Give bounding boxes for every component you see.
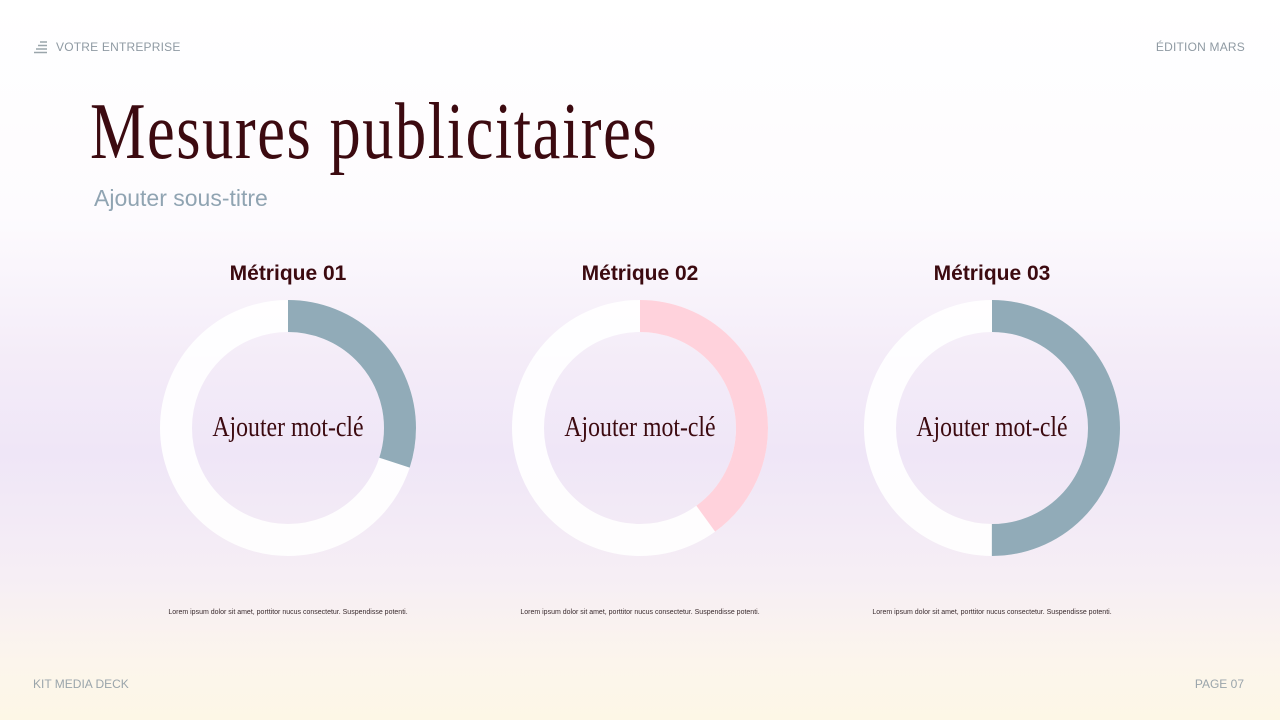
donut-value-arc bbox=[864, 300, 1120, 556]
metric-card: Métrique 02 Ajouter mot-clé bbox=[510, 262, 770, 556]
center-keyword: Ajouter mot-clé bbox=[212, 410, 364, 443]
metric-title: Métrique 01 bbox=[229, 262, 347, 285]
page-number: PAGE 07 bbox=[1194, 677, 1244, 691]
donut-chart: Ajouter mot-clé bbox=[512, 300, 768, 556]
center-keyword: Ajouter mot-clé bbox=[564, 410, 716, 443]
edition-label: ÉDITION MARS bbox=[1155, 40, 1245, 54]
page-subtitle: Ajouter sous-titre bbox=[94, 185, 268, 211]
metric-card: Métrique 01 Ajouter mot-clé bbox=[158, 262, 418, 556]
metric-title: Métrique 03 bbox=[933, 262, 1051, 285]
metric-title: Métrique 02 bbox=[581, 262, 699, 285]
company-name: VOTRE ENTREPRISE bbox=[56, 40, 181, 54]
donut-value-arc bbox=[512, 300, 768, 556]
metric-description: Lorem ipsum dolor sit amet, porttitor nu… bbox=[168, 609, 408, 616]
donut-value-arc bbox=[160, 300, 416, 556]
donut-chart: Ajouter mot-clé bbox=[160, 300, 416, 556]
metric-card: Métrique 03 Ajouter mot-clé bbox=[862, 262, 1122, 556]
footer-deck-name: KIT MEDIA DECK bbox=[33, 677, 129, 691]
company-header: VOTRE ENTREPRISE bbox=[33, 40, 181, 54]
stack-lines-icon bbox=[34, 41, 47, 54]
donut-chart: Ajouter mot-clé bbox=[864, 300, 1120, 556]
metric-description: Lorem ipsum dolor sit amet, porttitor nu… bbox=[872, 609, 1112, 616]
page-title: Mesures publicitaires bbox=[90, 88, 659, 176]
center-keyword: Ajouter mot-clé bbox=[916, 410, 1068, 443]
metric-description: Lorem ipsum dolor sit amet, porttitor nu… bbox=[520, 609, 760, 616]
